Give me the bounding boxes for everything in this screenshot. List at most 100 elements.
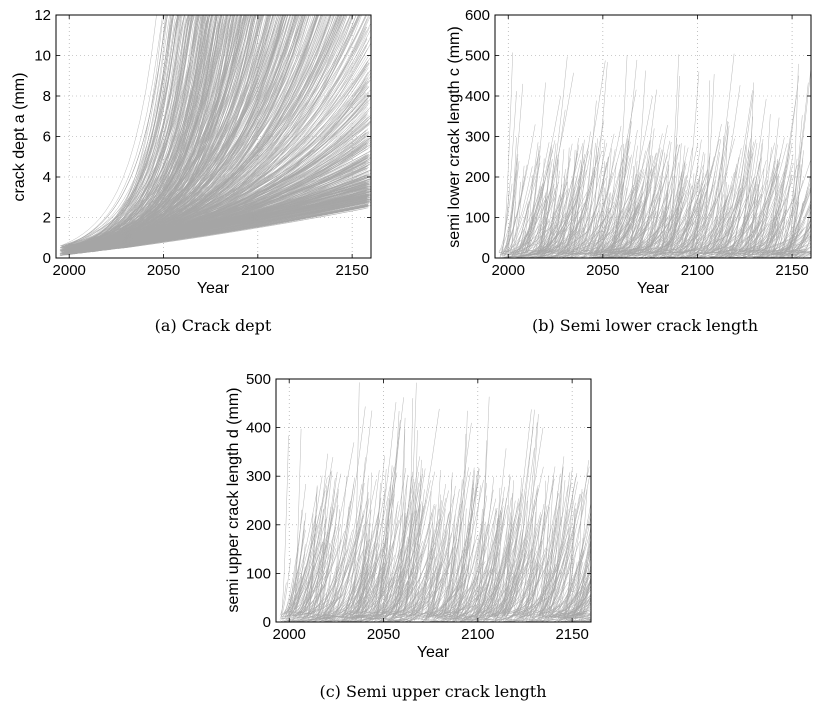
series-line (740, 160, 776, 254)
series-line (401, 601, 427, 616)
series-line (728, 179, 769, 257)
series-line (701, 216, 716, 258)
series-line (547, 188, 569, 257)
series-line (792, 218, 811, 255)
series-line (540, 618, 550, 622)
series-line (582, 211, 595, 251)
series-line (324, 477, 355, 622)
series-line (514, 617, 535, 621)
series-line (709, 187, 741, 252)
series-line (595, 209, 629, 254)
series-line (670, 214, 704, 256)
series-line (662, 254, 673, 258)
series-line (538, 599, 567, 615)
series-line (312, 529, 353, 621)
series-line (534, 525, 557, 614)
series-line (404, 543, 420, 616)
series-line (551, 580, 591, 617)
panel-b-series (498, 52, 811, 258)
series-line (385, 499, 427, 616)
series-line (541, 475, 554, 614)
series-line (775, 202, 811, 255)
y-tick-label: 200 (246, 517, 271, 534)
series-line (602, 185, 644, 252)
series-line (668, 250, 677, 258)
series-line (561, 252, 577, 258)
series-line (551, 602, 564, 615)
series-line (109, 15, 239, 241)
series-line (356, 565, 368, 615)
series-line (522, 563, 556, 615)
series-line (532, 540, 543, 622)
series-line (643, 248, 678, 253)
series-line (306, 477, 336, 618)
series-line (301, 508, 335, 615)
series-line (720, 250, 742, 258)
series-line (319, 538, 352, 619)
series-line (434, 618, 451, 622)
series-line (285, 547, 299, 615)
series-line (656, 251, 685, 258)
series-line (668, 250, 686, 254)
series-line (567, 565, 589, 616)
series-line (574, 606, 591, 614)
series-line (506, 618, 535, 621)
series-line (517, 181, 559, 258)
series-line (703, 80, 711, 255)
series-line (565, 139, 585, 253)
series-line (660, 162, 679, 256)
series-line (514, 200, 545, 255)
series-line (577, 149, 593, 255)
series-line (373, 567, 405, 616)
series-line (497, 614, 516, 622)
series-line (357, 566, 365, 616)
series-line (281, 491, 318, 616)
series-line (62, 15, 163, 248)
series-line (289, 514, 317, 619)
series-line (408, 611, 429, 622)
series-line (363, 614, 388, 622)
panel-c-ylabel: semi upper crack length d (mm) (225, 388, 242, 613)
series-line (785, 115, 803, 254)
series-line (496, 409, 532, 619)
series-line (763, 154, 794, 258)
series-line (738, 252, 760, 258)
series-line (690, 138, 735, 252)
series-line (344, 565, 377, 618)
series-line (303, 610, 327, 620)
y-tick-label: 12 (34, 7, 51, 24)
series-line (503, 166, 533, 256)
series-line (719, 153, 753, 257)
series-line (779, 202, 811, 257)
series-line (600, 192, 611, 254)
series-line (459, 584, 503, 616)
series-line (537, 143, 584, 255)
series-line (374, 532, 387, 621)
series-line (526, 72, 574, 252)
series-line (291, 615, 316, 622)
series-line (556, 613, 578, 622)
series-line (723, 223, 735, 254)
series-line (345, 614, 365, 622)
series-line (682, 173, 695, 255)
series-line (537, 541, 569, 622)
series-line (676, 252, 703, 258)
series-line (614, 150, 646, 254)
series-line (532, 550, 558, 614)
series-line (589, 89, 637, 258)
series-line (634, 154, 652, 254)
series-line (297, 611, 316, 622)
series-line (556, 616, 568, 622)
series-line (342, 568, 387, 622)
series-line (651, 215, 687, 254)
series-line (324, 505, 362, 618)
series-line (393, 612, 420, 622)
series-line (548, 251, 566, 258)
series-line (795, 211, 811, 255)
series-line (701, 179, 742, 256)
series-line (703, 85, 741, 255)
series-line (562, 225, 579, 258)
series-line (596, 161, 605, 252)
series-line (582, 216, 611, 258)
series-line (667, 75, 680, 252)
